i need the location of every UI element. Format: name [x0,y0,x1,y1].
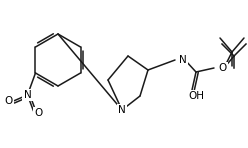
Text: OH: OH [188,91,204,101]
Text: O: O [218,63,226,73]
Text: N: N [24,90,31,100]
Text: N: N [118,105,126,115]
Text: N: N [179,55,187,65]
Text: O: O [4,96,13,106]
Text: O: O [34,108,43,118]
